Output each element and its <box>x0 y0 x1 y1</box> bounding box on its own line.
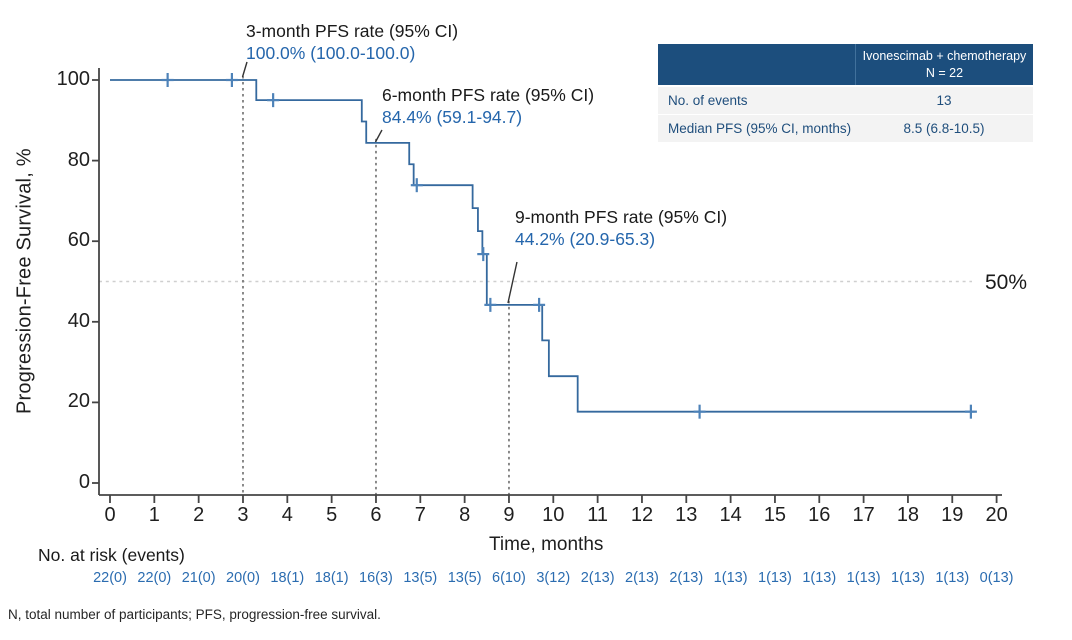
risk-value-month-3: 20(0) <box>226 570 260 586</box>
risk-value-month-20: 0(13) <box>979 570 1014 586</box>
summary-table: Ivonescimab + chemotherapy N = 22 No. of… <box>658 44 1033 142</box>
row-median-label: Median PFS (95% CI, months) <box>668 121 852 136</box>
risk-value-month-4: 18(1) <box>270 570 305 586</box>
annotation-3-month-value: 100.0% (100.0-100.0) <box>246 42 416 63</box>
summary-table-header-empty-cell <box>658 44 856 85</box>
risk-value-month-19: 1(13) <box>935 570 970 586</box>
summary-table-header: Ivonescimab + chemotherapy N = 22 <box>658 44 1033 85</box>
x-tick-label-10: 10 <box>542 504 565 526</box>
x-tick-label-12: 12 <box>630 504 654 526</box>
y-tick-label-0: 0 <box>78 471 90 493</box>
annotation-9-month-title: 9-month PFS rate (95% CI) <box>515 207 728 227</box>
annotation-leader-3-month <box>241 61 248 78</box>
annotation-3-month-title: 3-month PFS rate (95% CI) <box>246 21 459 41</box>
risk-value-month-11: 2(13) <box>580 570 615 586</box>
risk-value-month-5: 18(1) <box>314 570 349 586</box>
x-tick-label-20: 20 <box>985 504 1008 526</box>
reference-line-label: 50% <box>985 271 1028 294</box>
risk-value-month-8: 13(5) <box>447 570 482 586</box>
risk-value-month-10: 3(12) <box>536 570 571 586</box>
y-tick-label-100: 100 <box>56 68 90 90</box>
risk-value-month-16: 1(13) <box>802 570 837 586</box>
risk-value-month-18: 1(13) <box>891 570 925 586</box>
arm-n: N = 22 <box>925 65 964 80</box>
annotation-6-month: 6-month PFS rate (95% CI) 84.4% (59.1-94… <box>382 85 594 129</box>
summary-table-row-median-pfs: Median PFS (95% CI, months) 8.5 (6.8-10.… <box>658 115 1033 142</box>
x-tick-label-14: 14 <box>719 504 742 526</box>
risk-value-month-12: 2(13) <box>625 570 659 586</box>
y-tick-label-80: 80 <box>67 148 90 171</box>
summary-table-header-arm-cell: Ivonescimab + chemotherapy N = 22 <box>856 44 1033 85</box>
x-tick-label-0: 0 <box>104 504 116 526</box>
risk-value-month-14: 1(13) <box>713 570 748 586</box>
x-tick-label-7: 7 <box>414 504 426 526</box>
y-tick-label-60: 60 <box>67 229 90 252</box>
x-tick-label-13: 13 <box>675 504 698 526</box>
x-tick-label-1: 1 <box>148 504 160 526</box>
x-tick-label-4: 4 <box>281 504 293 526</box>
risk-table-label: No. at risk (events) <box>38 545 185 565</box>
x-tick-label-19: 19 <box>941 504 964 526</box>
x-tick-label-5: 5 <box>326 504 338 526</box>
annotation-9-month: 9-month PFS rate (95% CI) 44.2% (20.9-65… <box>515 207 727 251</box>
x-tick-label-8: 8 <box>459 504 471 526</box>
annotation-9-month-value: 44.2% (20.9-65.3) <box>515 228 656 249</box>
risk-value-month-15: 1(13) <box>758 570 792 586</box>
risk-value-month-1: 22(0) <box>137 570 172 586</box>
annotation-6-month-title: 6-month PFS rate (95% CI) <box>382 85 595 105</box>
x-tick-label-16: 16 <box>808 504 831 526</box>
risk-value-month-2: 21(0) <box>181 570 216 586</box>
km-curve-ivonescimab-chemotherapy <box>110 79 975 413</box>
x-tick-label-18: 18 <box>896 504 920 526</box>
annotation-6-month-value: 84.4% (59.1-94.7) <box>382 106 523 127</box>
x-tick-label-6: 6 <box>370 504 382 526</box>
y-axis-title: Progression-Free Survival, % <box>13 148 36 415</box>
y-tick-label-40: 40 <box>67 309 90 332</box>
summary-table-row-events: No. of events 13 <box>658 86 1033 114</box>
annotation-3-month: 3-month PFS rate (95% CI) 100.0% (100.0-… <box>246 21 458 65</box>
y-tick-label-20: 20 <box>67 390 90 413</box>
row-events-value: 13 <box>936 92 952 108</box>
risk-value-month-13: 2(13) <box>669 570 704 586</box>
annotation-leader-9-month <box>507 261 518 304</box>
x-tick-label-9: 9 <box>503 504 515 526</box>
risk-value-month-9: 6(10) <box>492 570 526 586</box>
risk-value-month-7: 13(5) <box>403 570 438 586</box>
risk-value-month-0: 22(0) <box>93 570 127 586</box>
x-tick-label-11: 11 <box>587 504 608 526</box>
row-median-value: 8.5 (6.8-10.5) <box>903 121 985 136</box>
row-events-label: No. of events <box>668 92 748 108</box>
x-tick-label-2: 2 <box>193 504 205 526</box>
risk-value-month-17: 1(13) <box>846 570 881 586</box>
x-tick-label-15: 15 <box>763 504 787 526</box>
x-tick-label-17: 17 <box>852 504 875 526</box>
risk-value-month-6: 16(3) <box>359 570 393 586</box>
footnote: N, total number of participants; PFS, pr… <box>8 607 381 622</box>
annotation-leader-6-month <box>374 129 383 143</box>
x-tick-label-3: 3 <box>237 504 249 526</box>
x-axis-title: Time, months <box>489 534 604 555</box>
arm-name: Ivonescimab + chemotherapy <box>862 48 1027 63</box>
